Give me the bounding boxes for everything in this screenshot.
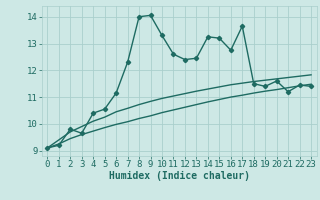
X-axis label: Humidex (Indice chaleur): Humidex (Indice chaleur) xyxy=(109,171,250,181)
